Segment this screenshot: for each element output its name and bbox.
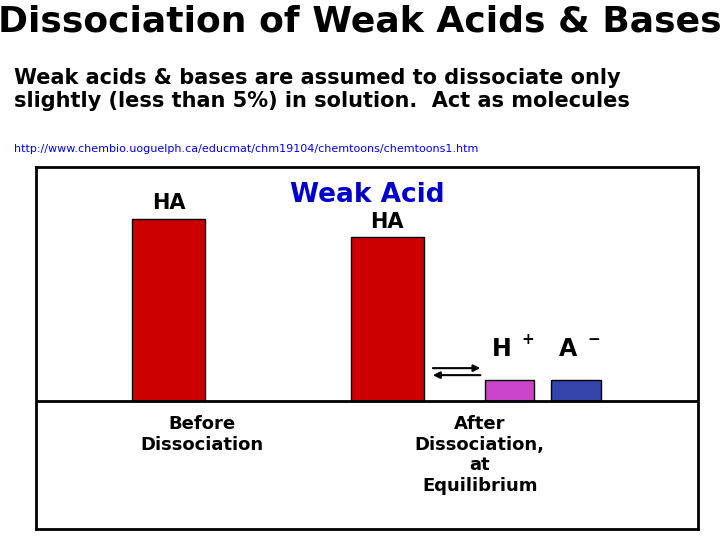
Text: A: A xyxy=(559,337,577,361)
Text: Weak acids & bases are assumed to dissociate only
slightly (less than 5%) in sol: Weak acids & bases are assumed to dissoc… xyxy=(14,68,630,111)
Bar xyxy=(351,238,423,401)
Text: Dissociation of Weak Acids & Bases: Dissociation of Weak Acids & Bases xyxy=(0,5,720,39)
Bar xyxy=(551,380,600,401)
Text: −: − xyxy=(588,332,600,347)
Text: +: + xyxy=(521,332,534,347)
Text: HA: HA xyxy=(152,193,185,213)
Bar xyxy=(132,219,205,401)
Text: HA: HA xyxy=(370,212,404,232)
Text: Weak Acid: Weak Acid xyxy=(290,182,444,208)
Text: Before
Dissociation: Before Dissociation xyxy=(140,415,264,454)
Bar xyxy=(485,380,534,401)
Text: H: H xyxy=(492,337,511,361)
Text: http://www.chembio.uoguelph.ca/educmat/chm19104/chemtoons/chemtoons1.htm: http://www.chembio.uoguelph.ca/educmat/c… xyxy=(14,144,479,154)
Text: After
Dissociation,
at
Equilibrium: After Dissociation, at Equilibrium xyxy=(415,415,545,495)
